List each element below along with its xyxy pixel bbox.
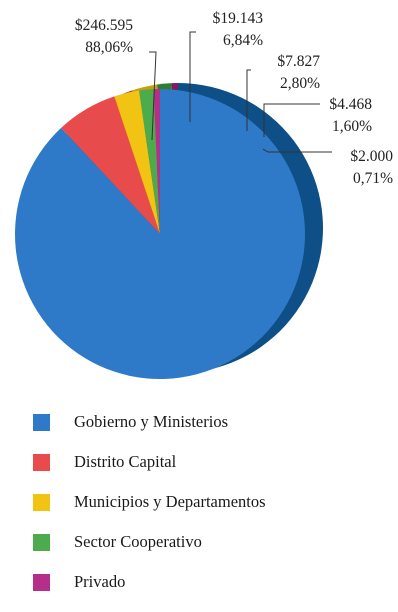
data-label-value-municipios: $7.827 xyxy=(277,53,320,70)
data-label-percent-distrito: 6,84% xyxy=(223,32,263,49)
legend-label-municipios: Municipios y Departamentos xyxy=(74,492,266,511)
leader-line-municipios xyxy=(246,69,251,131)
data-label-percent-privado: 0,71% xyxy=(353,170,393,187)
legend-item-distrito: Distrito Capital xyxy=(33,452,266,472)
legend-item-cooperativo: Sector Cooperativo xyxy=(33,532,266,552)
pie-top-layer xyxy=(14,89,305,379)
data-label-value-privado: $2.000 xyxy=(350,148,393,165)
legend-swatch-gobierno xyxy=(33,413,50,431)
pie-slice-distrito xyxy=(61,96,160,234)
pie-label-layer: $246.595 88,06% $19.143 6,84% $7.827 2,80% $4.… xyxy=(75,10,393,187)
pie-slice-sector xyxy=(139,89,160,235)
legend: Gobierno y Ministerios Distrito Capital … xyxy=(33,412,266,612)
leader-line-gobierno xyxy=(149,51,157,141)
data-label-value-sector: $4.468 xyxy=(329,96,372,113)
data-label-percent-gobierno: 88,06% xyxy=(85,39,133,56)
legend-item-privado: Privado xyxy=(33,572,266,592)
legend-label-distrito: Distrito Capital xyxy=(74,452,177,471)
data-label-percent-sector: 1,60% xyxy=(332,118,372,135)
legend-label-privado: Privado xyxy=(74,572,126,591)
legend-swatch-distrito xyxy=(33,453,50,471)
pie-slice-gobierno xyxy=(14,89,305,379)
legend-label-cooperativo: Sector Cooperativo xyxy=(74,532,202,551)
data-label-percent-municipios: 2,80% xyxy=(280,75,320,92)
leader-line-distrito xyxy=(189,31,196,122)
data-label-value-distrito: $19.143 xyxy=(213,10,264,27)
pie-slice-privado xyxy=(153,89,160,234)
leader-line-sector xyxy=(263,103,320,137)
legend-item-municipios: Municipios y Departamentos xyxy=(33,492,266,512)
legend-swatch-privado xyxy=(33,573,50,591)
legend-swatch-cooperativo xyxy=(33,533,50,551)
legend-item-gobierno: Gobierno y Ministerios xyxy=(33,412,266,432)
leader-line-privado xyxy=(262,148,332,153)
legend-swatch-municipios xyxy=(33,493,50,511)
data-label-value-gobierno: $246.595 xyxy=(75,17,133,34)
pie-slice-municipios xyxy=(114,90,160,235)
pie-chart: $246.595 88,06% $19.143 6,84% $7.827 2,80% $4.… xyxy=(14,10,393,379)
legend-label-gobierno: Gobierno y Ministerios xyxy=(74,412,228,431)
